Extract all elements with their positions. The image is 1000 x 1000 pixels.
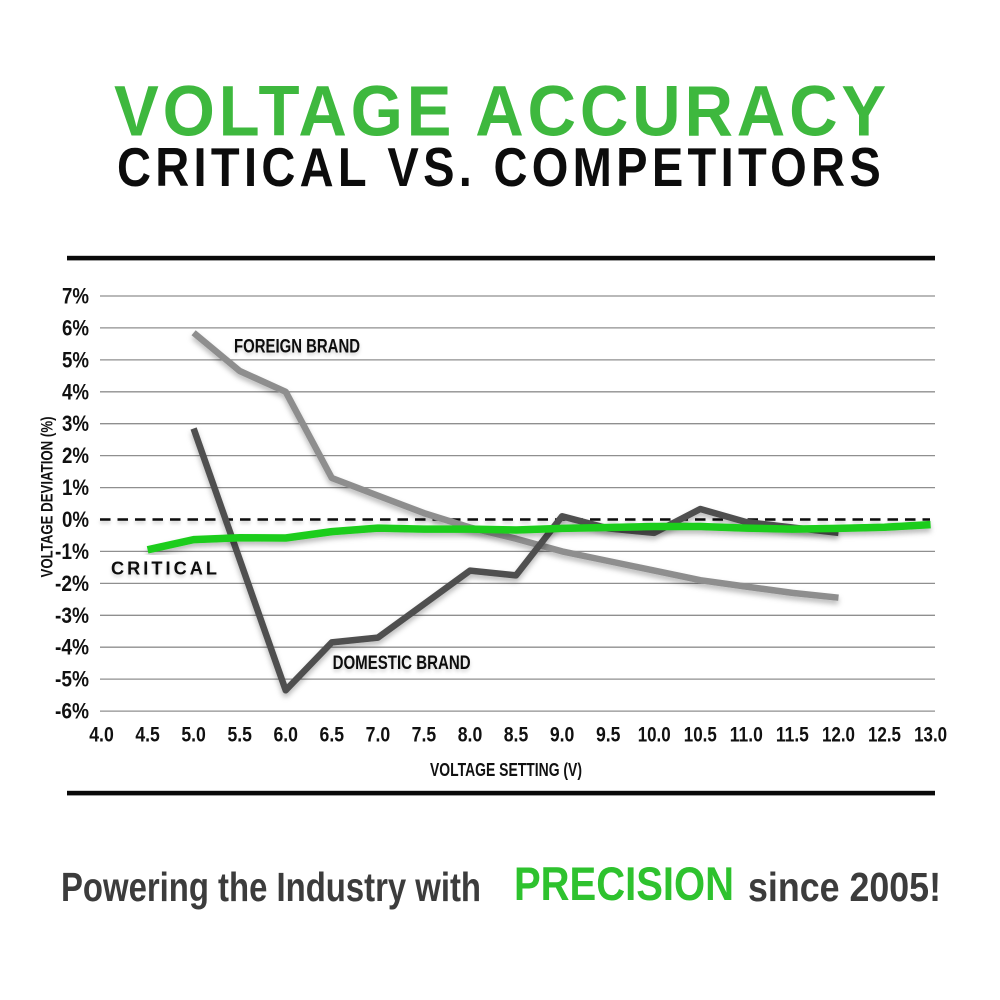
svg-text:9.0: 9.0 <box>550 723 575 747</box>
svg-text:11.5: 11.5 <box>776 723 809 747</box>
svg-text:8.5: 8.5 <box>504 723 529 747</box>
svg-text:5.0: 5.0 <box>181 723 206 747</box>
svg-text:6.0: 6.0 <box>273 723 298 747</box>
svg-text:FOREIGN BRAND: FOREIGN BRAND <box>234 336 360 357</box>
svg-text:13.0: 13.0 <box>914 723 947 747</box>
svg-text:5%: 5% <box>62 347 89 372</box>
svg-text:CRITICAL: CRITICAL <box>111 559 220 579</box>
svg-text:VOLTAGE DEVIATION (%): VOLTAGE DEVIATION (%) <box>38 417 57 578</box>
svg-text:11.0: 11.0 <box>730 723 763 747</box>
svg-text:3%: 3% <box>62 411 89 436</box>
svg-text:7.0: 7.0 <box>366 723 391 747</box>
svg-text:VOLTAGE ACCURACY: VOLTAGE ACCURACY <box>114 73 890 152</box>
svg-text:PRECISION: PRECISION <box>514 857 734 910</box>
svg-text:-5%: -5% <box>55 667 89 692</box>
svg-text:8.0: 8.0 <box>458 723 483 747</box>
svg-text:-6%: -6% <box>55 699 89 724</box>
svg-text:-1%: -1% <box>55 539 89 564</box>
svg-text:4.5: 4.5 <box>135 723 160 747</box>
svg-text:1%: 1% <box>62 475 89 500</box>
svg-text:10.0: 10.0 <box>638 723 671 747</box>
svg-text:Powering the Industry with: Powering the Industry with <box>61 864 481 910</box>
svg-text:6%: 6% <box>62 315 89 340</box>
svg-text:12.5: 12.5 <box>868 723 901 747</box>
svg-text:-4%: -4% <box>55 635 89 660</box>
svg-text:10.5: 10.5 <box>684 723 717 747</box>
svg-text:2%: 2% <box>62 443 89 468</box>
svg-text:-2%: -2% <box>55 571 89 596</box>
svg-text:-3%: -3% <box>55 603 89 628</box>
svg-text:0%: 0% <box>62 507 89 532</box>
svg-text:CRITICAL VS. COMPETITORS: CRITICAL VS. COMPETITORS <box>117 136 885 198</box>
svg-text:7.5: 7.5 <box>412 723 437 747</box>
svg-text:9.5: 9.5 <box>596 723 621 747</box>
svg-text:VOLTAGE SETTING (V): VOLTAGE SETTING (V) <box>430 760 582 780</box>
svg-text:DOMESTIC BRAND: DOMESTIC BRAND <box>333 653 471 674</box>
svg-text:7%: 7% <box>62 284 89 309</box>
svg-text:5.5: 5.5 <box>227 723 252 747</box>
svg-text:4%: 4% <box>62 379 89 404</box>
svg-text:4.0: 4.0 <box>89 723 114 747</box>
svg-text:since 2005!: since 2005! <box>748 864 941 910</box>
svg-text:12.0: 12.0 <box>822 723 855 747</box>
svg-text:6.5: 6.5 <box>320 723 345 747</box>
